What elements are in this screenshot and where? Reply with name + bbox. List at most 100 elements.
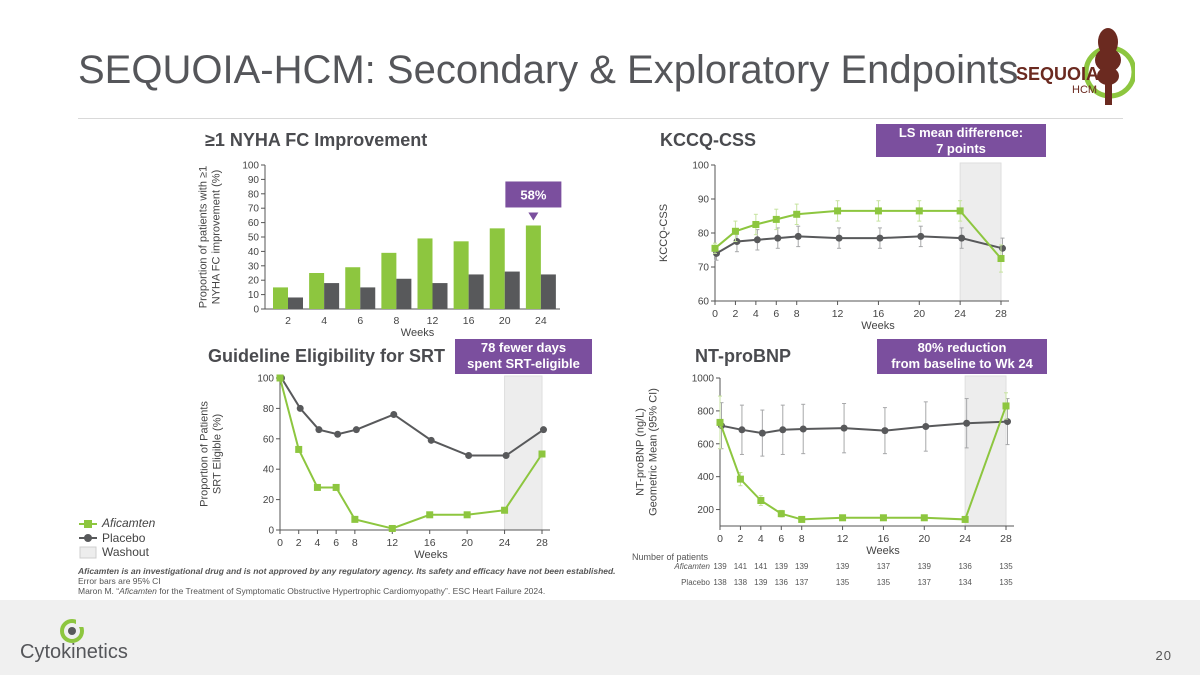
patients-cell: 139 <box>795 562 809 571</box>
ntprobnp-y-tick-label: 400 <box>697 472 714 483</box>
footer-band <box>0 600 1200 675</box>
nyha-bar-aficamten <box>417 238 433 309</box>
kccq-x-tick-label: 20 <box>913 308 925 320</box>
kccq-x-tick-label: 8 <box>794 308 800 320</box>
patients-cell: 141 <box>733 562 748 571</box>
nyha-bar-aficamten <box>309 273 325 309</box>
ntprobnp-x-tick-label: 24 <box>959 533 971 545</box>
nyha-title: ≥1 NYHA FC Improvement <box>205 130 428 150</box>
nyha-x-tick-label: 16 <box>463 315 475 327</box>
nyha-bar-placebo <box>504 271 520 309</box>
kccq-y-tick-label: 100 <box>692 161 709 172</box>
nyha-y-tick-label: 90 <box>248 175 260 186</box>
patients-table: Aficamten 139 141 141 139 139 139 137 139 136 135 P… <box>630 562 1030 592</box>
kccq-point-aficamten <box>915 207 923 215</box>
patients-cell: 136 <box>958 562 972 571</box>
kccq-line-aficamten <box>714 209 1002 260</box>
srt-y-tick-label: 0 <box>268 526 274 537</box>
nyha-callout-text: 58% <box>520 187 546 202</box>
nyha-bar-placebo <box>468 274 484 309</box>
ntprobnp-point-aficamten <box>920 514 928 522</box>
ntprobnp-point-aficamten <box>736 475 744 483</box>
nyha-bar-placebo <box>432 283 448 309</box>
sequoia-logo: SEQUOIA HCM <box>1010 20 1137 110</box>
kccq-y-tick-label: 90 <box>698 195 710 206</box>
title-divider <box>78 118 1123 119</box>
nyha-y-tick-label: 30 <box>248 261 260 272</box>
ntprobnp-point-placebo <box>758 429 766 437</box>
srt-x-tick-label: 6 <box>333 537 339 549</box>
srt-y-tick-label: 40 <box>263 465 275 476</box>
srt-x-tick-label: 28 <box>536 537 548 549</box>
kccq-x-tick-label: 0 <box>712 308 718 320</box>
footnote-reference-b: for the Treatment of Symptomatic Obstruc… <box>156 586 546 596</box>
nyha-bar-aficamten <box>381 252 397 309</box>
srt-x-tick-label: 8 <box>352 537 358 549</box>
patients-cell: 137 <box>917 578 931 587</box>
ntprobnp-x-tick-label: 8 <box>799 533 805 545</box>
patients-label: Number of patients <box>632 552 709 562</box>
srt-point-aficamten <box>276 374 284 382</box>
ntprobnp-x-tick-label: 28 <box>1000 533 1012 545</box>
ntprobnp-line-chart: NT-proBNP (ng/L) Geometric Mean (95% CI) 2… <box>635 374 1014 557</box>
patients-cell: 139 <box>754 578 768 587</box>
nyha-bar-placebo <box>324 283 340 309</box>
ntprobnp-x-axis-title: Weeks <box>866 545 900 557</box>
srt-point-aficamten <box>332 483 340 491</box>
ntprobnp-point-aficamten <box>798 515 806 523</box>
srt-point-placebo <box>315 426 323 434</box>
nyha-bar-placebo <box>540 274 556 309</box>
nyha-bar-placebo <box>360 287 376 309</box>
ntprobnp-point-placebo <box>840 424 848 432</box>
ntprobnp-y-tick-label: 600 <box>697 439 714 450</box>
nyha-y-tick-label: 80 <box>248 189 260 200</box>
ntprobnp-point-placebo <box>881 427 889 435</box>
patients-cell: 139 <box>774 562 788 571</box>
footnote-reference-italic: Aficamten <box>119 586 157 596</box>
kccq-point-aficamten <box>772 215 780 223</box>
legend: Aficamten Placebo Washout <box>78 515 198 560</box>
cytokinetics-logo-text: Cytokinetics <box>20 641 128 663</box>
srt-x-tick-label: 4 <box>315 537 321 549</box>
srt-point-placebo <box>390 410 398 418</box>
kccq-point-aficamten <box>834 207 842 215</box>
kccq-x-tick-label: 6 <box>773 308 779 320</box>
patients-cell: 137 <box>876 562 891 571</box>
legend-aficamten-label: Aficamten <box>102 516 156 530</box>
patients-cell: 135 <box>876 578 891 587</box>
sequoia-tree-icon <box>1083 28 1137 105</box>
srt-point-placebo <box>296 404 304 412</box>
kccq-x-tick-label: 28 <box>995 308 1007 320</box>
kccq-x-tick-label: 2 <box>733 308 739 320</box>
sequoia-logo-subtext: HCM <box>1072 84 1098 96</box>
srt-point-aficamten <box>463 511 471 519</box>
nyha-x-axis-title: Weeks <box>401 327 435 339</box>
kccq-x-axis-title: Weeks <box>861 320 895 332</box>
kccq-washout-band <box>959 162 1002 302</box>
ntprobnp-line-aficamten <box>719 405 1007 521</box>
kccq-callout: LS mean difference: 7 points <box>876 124 1046 157</box>
ntprobnp-point-placebo <box>963 419 971 427</box>
patients-cell: 135 <box>999 562 1013 571</box>
srt-point-aficamten <box>295 445 303 453</box>
nyha-bar-aficamten <box>345 267 361 309</box>
cytokinetics-logo-icon <box>58 616 88 651</box>
nyha-y-tick-label: 100 <box>242 161 259 172</box>
footnote-reference: Maron M. “Aficamten for the Treatment of… <box>78 586 545 596</box>
nyha-y-tick-label: 70 <box>248 204 260 215</box>
ntprobnp-x-tick-label: 20 <box>918 533 930 545</box>
srt-line-chart: Proportion of Patients SRT Eligible (%) 0 2… <box>200 374 550 561</box>
nyha-x-tick-label: 24 <box>535 315 547 327</box>
patients-cell: 139 <box>917 562 931 571</box>
srt-x-tick-label: 12 <box>386 537 398 549</box>
ntprobnp-callout: 80% reduction from baseline to Wk 24 <box>877 339 1047 374</box>
patients-row-label: Aficamten <box>674 562 710 571</box>
ntprobnp-callout-line1: 80% reduction <box>917 340 1007 355</box>
kccq-point-placebo <box>999 244 1006 252</box>
nyha-bar-chart: Proportion of patients with ≥1 NYHA FC im… <box>198 161 562 339</box>
ntprobnp-y-axis-title: Geometric Mean (95% CI) <box>648 388 660 516</box>
sequoia-logo-text: SEQUOIA <box>1016 64 1100 84</box>
srt-y-tick-label: 100 <box>257 374 274 385</box>
srt-line-aficamten <box>279 377 543 530</box>
kccq-point-aficamten <box>997 255 1005 262</box>
